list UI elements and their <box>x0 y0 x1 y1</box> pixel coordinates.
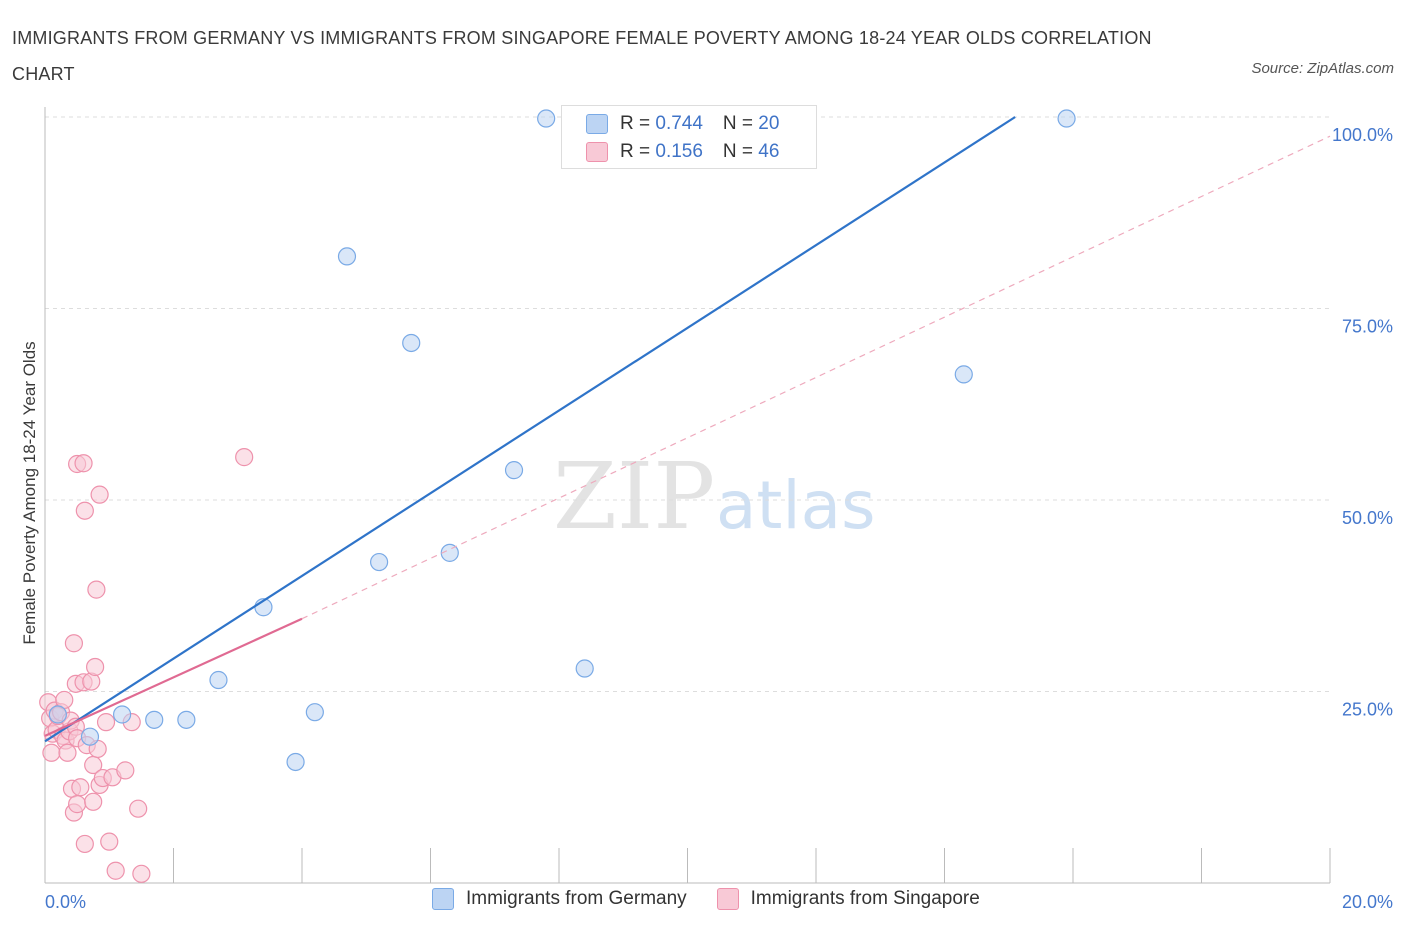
y-tick-label-0: 25.0% <box>1342 700 1393 720</box>
germany-trend-line <box>44 116 1016 743</box>
legend-row-germany: R = 0.744 N = 20 <box>586 110 779 138</box>
trend-lines <box>44 116 1331 743</box>
germany-point-8 <box>305 703 324 722</box>
singapore-r-value: 0.156 <box>655 141 703 162</box>
correlation-legend: R = 0.744 N = 20 R = 0.156 N = 46 <box>561 105 817 169</box>
germany-point-15 <box>537 109 556 128</box>
chart-title: IMMIGRANTS FROM GERMANY VS IMMIGRANTS FR… <box>12 28 1152 84</box>
singapore-point-38 <box>100 832 119 851</box>
germany-point-9 <box>337 247 357 266</box>
singapore-swatch <box>586 142 608 162</box>
germany-point-19 <box>1057 109 1076 128</box>
singapore-point-37 <box>96 713 116 732</box>
series-legend: Immigrants from Germany Immigrants from … <box>432 888 1010 910</box>
legend-item-germany: Immigrants from Germany <box>432 888 687 910</box>
germany-point-3 <box>145 710 164 729</box>
singapore-n-value: 46 <box>758 141 780 162</box>
singapore-point-25 <box>75 501 94 520</box>
legend-item-singapore: Immigrants from Singapore <box>716 888 980 910</box>
germany-point-14 <box>575 659 594 678</box>
watermark: ZIP atlas <box>553 443 876 550</box>
legend-row-singapore: R = 0.156 N = 46 <box>586 138 779 166</box>
singapore-point-18 <box>64 634 84 653</box>
x-tick-label-1: 20.0% <box>1342 892 1393 912</box>
series-singapore-points <box>39 448 254 883</box>
singapore-point-32 <box>87 580 106 599</box>
gridlines <box>45 116 1330 692</box>
singapore-point-44 <box>132 864 151 883</box>
singapore-point-31 <box>86 657 105 677</box>
watermark-zip: ZIP <box>553 443 715 550</box>
singapore-trend-line <box>44 617 303 737</box>
series-germany-points <box>48 109 1076 772</box>
watermark-atlas: atlas <box>716 467 876 544</box>
germany-swatch <box>586 114 608 134</box>
germany-point-4 <box>177 710 196 729</box>
legend-germany-swatch <box>432 888 454 910</box>
singapore-trend-extension <box>301 135 1331 620</box>
singapore-point-21 <box>71 778 90 797</box>
germany-point-1 <box>80 727 100 746</box>
y-tick-label-2: 75.0% <box>1342 317 1393 337</box>
y-tick-label-3: 100.0% <box>1332 125 1393 145</box>
singapore-point-29 <box>84 792 103 811</box>
germany-point-0 <box>48 705 67 724</box>
singapore-point-26 <box>74 454 93 473</box>
germany-n-value: 20 <box>758 113 780 134</box>
germany-point-10 <box>402 333 421 353</box>
y-tick-label-1: 50.0% <box>1342 508 1393 528</box>
legend-singapore-label: Immigrants from Singapore <box>750 888 980 909</box>
x-tick-label-0: 0.0% <box>45 892 86 912</box>
singapore-point-24 <box>75 834 94 854</box>
germany-point-18 <box>954 365 973 384</box>
legend-singapore-swatch <box>716 888 739 910</box>
singapore-point-11 <box>58 743 77 762</box>
singapore-point-41 <box>116 761 135 780</box>
singapore-point-17 <box>68 795 87 814</box>
germany-point-11 <box>370 552 389 572</box>
germany-point-13 <box>504 461 524 480</box>
singapore-point-45 <box>235 448 254 467</box>
singapore-point-34 <box>90 485 109 504</box>
tick-labels: 25.0% 50.0% 75.0% 100.0% 0.0% 20.0% <box>45 125 1393 912</box>
germany-r-value: 0.744 <box>655 113 703 134</box>
singapore-point-43 <box>129 799 148 818</box>
germany-point-2 <box>112 705 132 724</box>
singapore-point-2 <box>42 743 61 762</box>
germany-point-5 <box>209 670 228 690</box>
legend-germany-label: Immigrants from Germany <box>466 888 687 909</box>
germany-point-7 <box>286 752 305 772</box>
chart-source: Source: ZipAtlas.com <box>1251 60 1394 77</box>
singapore-point-40 <box>106 861 125 880</box>
